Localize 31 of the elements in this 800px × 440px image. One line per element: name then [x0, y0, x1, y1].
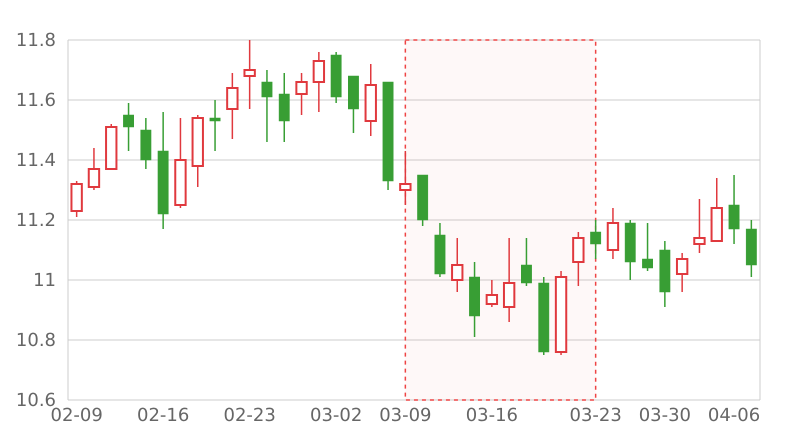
x-tick-label: 03-02	[310, 404, 362, 426]
x-tick-label: 04-06	[708, 404, 760, 426]
x-tick-label: 03-30	[638, 404, 692, 426]
candlestick	[140, 117, 152, 170]
candlestick	[728, 174, 740, 245]
candlestick	[364, 63, 377, 137]
candlestick	[659, 240, 670, 308]
y-tick-label: 11	[33, 270, 56, 291]
candlestick	[123, 102, 134, 152]
y-tick-label: 10.8	[16, 330, 56, 351]
x-tick-label: 02-16	[136, 404, 190, 426]
candlestick	[746, 219, 757, 278]
candlestick	[278, 72, 290, 143]
candlestick	[158, 111, 169, 230]
candlestick	[243, 39, 256, 110]
candlestick	[590, 219, 602, 260]
candlestick	[262, 69, 272, 143]
x-tick-label: 03-23	[569, 404, 622, 426]
candlestick	[451, 237, 464, 293]
x-tick-label: 03-09	[379, 404, 432, 426]
candlestick	[469, 261, 480, 338]
y-tick-label: 11.6	[16, 90, 56, 111]
y-tick-label: 11.4	[16, 150, 56, 171]
y-tick-label: 11.2	[16, 210, 56, 231]
candlestick	[399, 150, 412, 206]
y-tick-label: 11.8	[16, 30, 56, 51]
candlestick	[502, 237, 516, 323]
x-tick-label: 02-23	[223, 404, 276, 426]
x-tick-label: 03-16	[466, 404, 518, 426]
candlestick	[226, 72, 239, 140]
candlestick	[210, 99, 220, 152]
